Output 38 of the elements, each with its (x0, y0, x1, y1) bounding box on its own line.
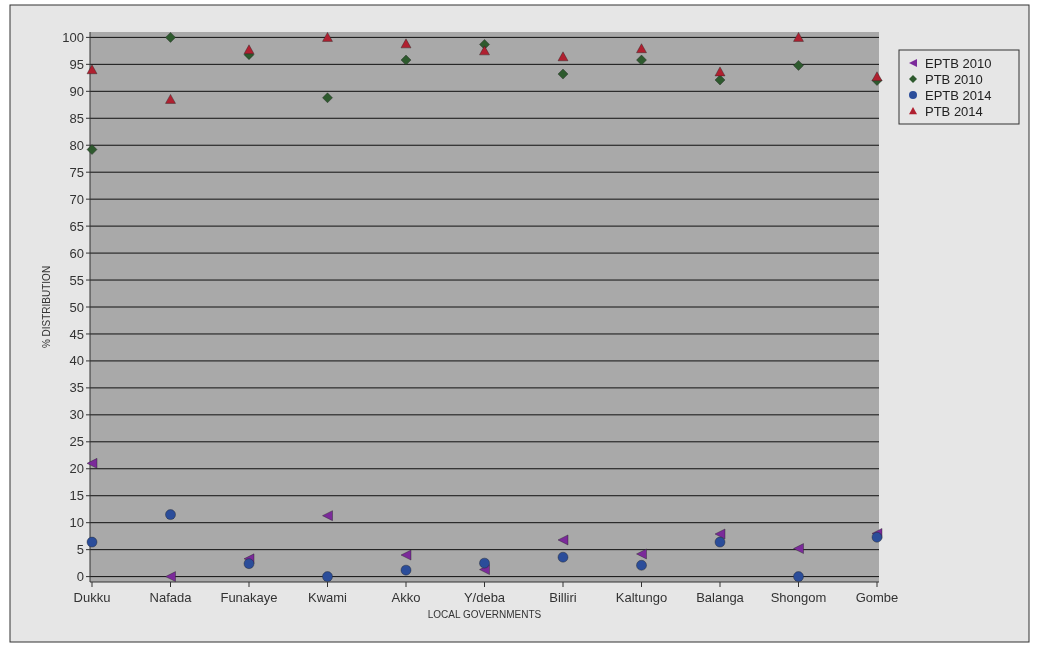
x-tick-label: Kaltungo (615, 590, 668, 605)
y-tick-label: 45 (69, 326, 84, 342)
x-tick-label: Y/deba (463, 590, 506, 605)
x-tick-label: Dukku (73, 590, 111, 605)
legend-label: EPTB 2014 (925, 87, 992, 103)
y-axis-title: % DISTRIBUTION (41, 265, 52, 349)
x-tick-label: Akko (391, 590, 421, 605)
y-tick-label: 25 (69, 434, 84, 450)
y-tick-label: 0 (76, 569, 84, 585)
y-tick-label: 5 (76, 542, 84, 558)
y-tick-label: 100 (62, 29, 84, 45)
x-axis-title: LOCAL GOVERNMENTS (427, 609, 542, 620)
x-tick-label: Funakaye (220, 590, 278, 605)
x-tick-label: Shongom (770, 590, 827, 605)
y-tick-label: 95 (69, 56, 84, 72)
x-tick-label: Balanga (696, 590, 745, 605)
legend-label: EPTB 2010 (925, 55, 992, 71)
x-tick-label: Billiri (549, 590, 577, 605)
y-tick-label: 20 (69, 461, 84, 477)
y-tick-label: 75 (69, 164, 84, 180)
y-tick-label: 15 (69, 488, 84, 504)
y-tick-label: 65 (69, 218, 84, 234)
x-tick-label: Gombe (855, 590, 899, 605)
y-tick-label: 70 (69, 191, 84, 207)
y-tick-label: 80 (69, 137, 84, 153)
y-tick-label: 85 (69, 110, 84, 126)
legend-label: PTB 2014 (925, 103, 983, 119)
y-tick-label: 40 (69, 353, 84, 369)
y-tick-label: 60 (69, 245, 84, 261)
y-tick-label: 35 (69, 380, 84, 396)
x-tick-label: Nafada (149, 590, 193, 605)
x-tick-label: Kwami (307, 590, 348, 605)
y-tick-label: 30 (69, 407, 84, 423)
legend-label: PTB 2010 (925, 71, 983, 87)
y-tick-label: 10 (69, 515, 84, 531)
y-tick-label: 55 (69, 272, 84, 288)
y-tick-label: 50 (69, 299, 84, 315)
y-tick-label: 90 (69, 83, 84, 99)
